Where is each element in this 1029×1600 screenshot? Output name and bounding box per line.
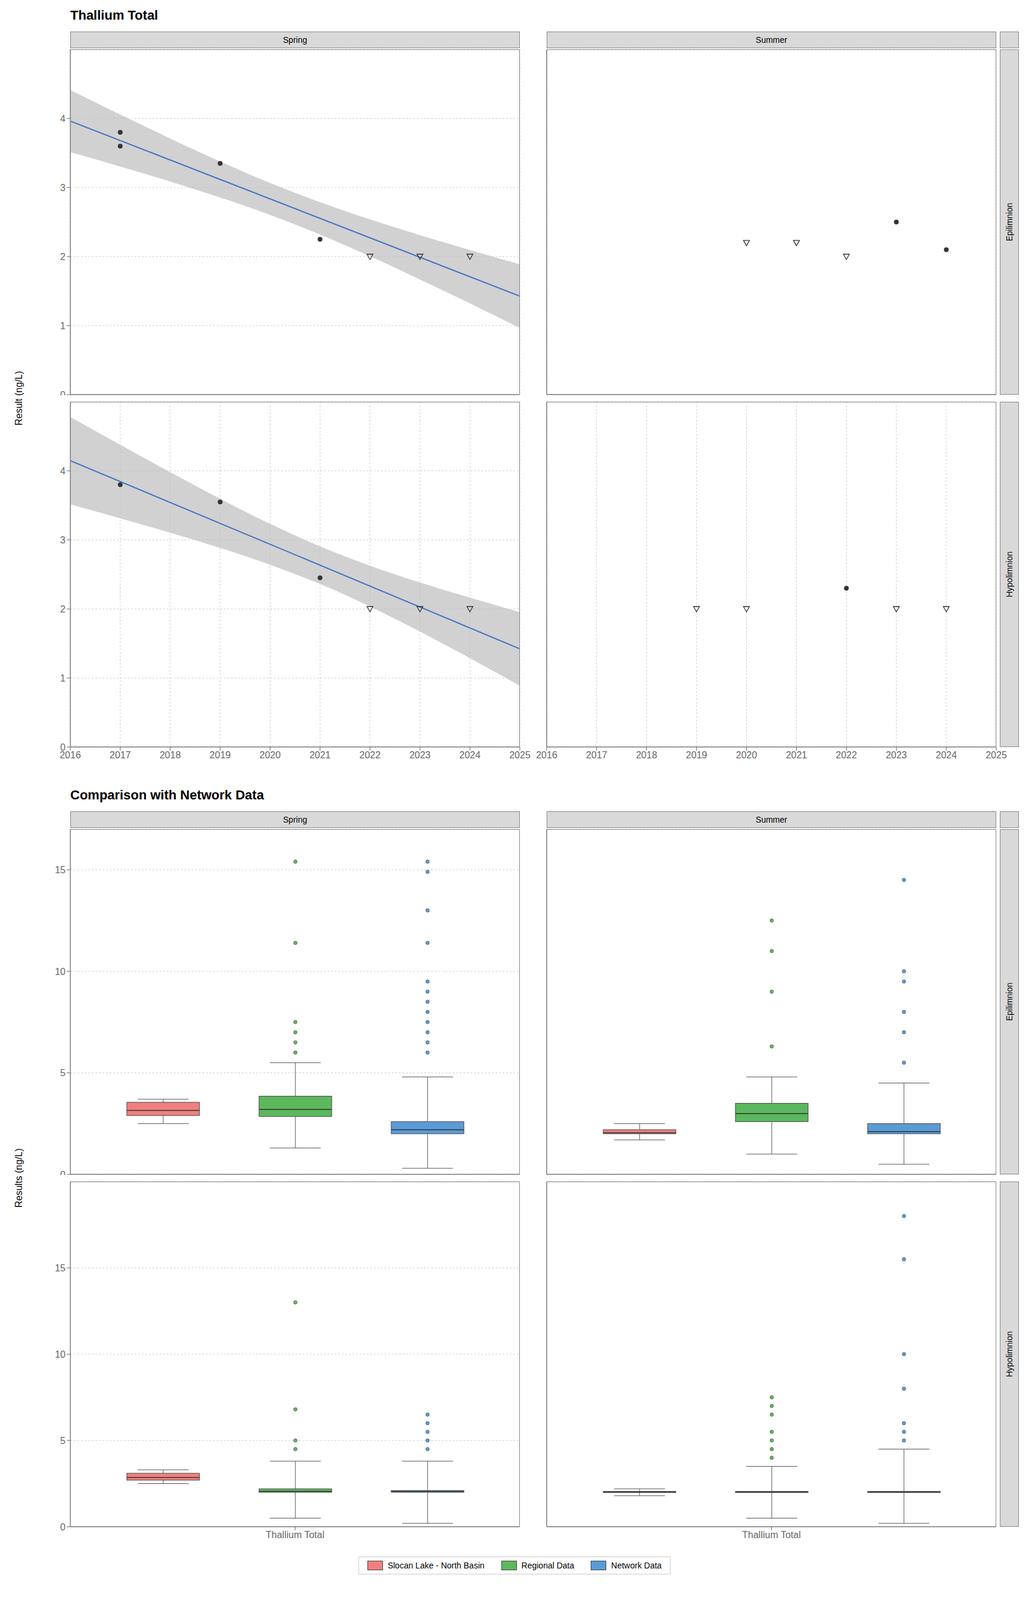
svg-text:15: 15 bbox=[54, 1263, 66, 1274]
html-text:Spring: Spring bbox=[283, 35, 308, 45]
html-text:Thallium Total: Thallium Total bbox=[70, 7, 159, 23]
html-text:Epilimnion: Epilimnion bbox=[1004, 202, 1015, 242]
html-text:Network Data: Network Data bbox=[611, 1561, 662, 1571]
html-text:Hypolimnion: Hypolimnion bbox=[1004, 551, 1015, 598]
svg-text:0: 0 bbox=[60, 1170, 66, 1176]
svg-text:2024: 2024 bbox=[935, 750, 957, 761]
svg-text:5: 5 bbox=[60, 1436, 66, 1447]
svg-text:3: 3 bbox=[60, 535, 66, 546]
svg-text:0: 0 bbox=[60, 390, 66, 396]
html-text:Results (ng/L): Results (ng/L) bbox=[13, 1148, 24, 1209]
svg-text:5: 5 bbox=[60, 1068, 66, 1079]
svg-text:10: 10 bbox=[54, 967, 66, 978]
svg-text:2016: 2016 bbox=[535, 750, 558, 761]
svg-text:2025: 2025 bbox=[985, 750, 1007, 761]
html-text:Result (ng/L): Result (ng/L) bbox=[13, 371, 24, 426]
svg-text:2019: 2019 bbox=[686, 750, 708, 761]
svg-text:10: 10 bbox=[54, 1349, 66, 1361]
svg-text:3: 3 bbox=[60, 182, 66, 193]
html-text:Hypolimnion: Hypolimnion bbox=[1004, 1331, 1015, 1378]
svg-text:Thallium Total: Thallium Total bbox=[741, 1530, 801, 1541]
svg-text:0: 0 bbox=[60, 1522, 66, 1533]
svg-text:2022: 2022 bbox=[359, 750, 382, 761]
svg-text:2024: 2024 bbox=[459, 750, 481, 761]
html-text:Comparison with Network Data: Comparison with Network Data bbox=[70, 787, 264, 803]
svg-text:2018: 2018 bbox=[159, 750, 182, 761]
svg-text:2: 2 bbox=[60, 604, 66, 615]
svg-text:0: 0 bbox=[60, 742, 66, 753]
svg-text:2021: 2021 bbox=[786, 750, 808, 761]
html-text:Slocan Lake - North Basin: Slocan Lake - North Basin bbox=[387, 1561, 485, 1571]
svg-text:2020: 2020 bbox=[259, 750, 282, 761]
svg-text:2017: 2017 bbox=[585, 750, 608, 761]
svg-text:2021: 2021 bbox=[309, 750, 332, 761]
svg-text:Thallium Total: Thallium Total bbox=[265, 1530, 324, 1541]
svg-text:2017: 2017 bbox=[109, 750, 132, 761]
html-text:Summer: Summer bbox=[755, 815, 788, 825]
svg-text:2025: 2025 bbox=[509, 750, 531, 761]
svg-text:2016: 2016 bbox=[59, 750, 81, 761]
html-text:Summer: Summer bbox=[755, 35, 788, 45]
svg-text:2022: 2022 bbox=[836, 750, 858, 761]
svg-text:2018: 2018 bbox=[635, 750, 658, 761]
html-text:Regional Data: Regional Data bbox=[521, 1561, 575, 1571]
svg-text:2023: 2023 bbox=[409, 750, 431, 761]
svg-text:15: 15 bbox=[54, 865, 66, 876]
svg-text:1: 1 bbox=[60, 673, 66, 684]
svg-text:2019: 2019 bbox=[209, 750, 232, 761]
svg-text:2023: 2023 bbox=[885, 750, 907, 761]
html-text:Spring: Spring bbox=[283, 815, 308, 825]
svg-text:1: 1 bbox=[60, 320, 66, 332]
svg-text:2: 2 bbox=[60, 251, 66, 263]
svg-text:2020: 2020 bbox=[736, 750, 758, 761]
svg-text:4: 4 bbox=[60, 113, 66, 124]
svg-text:4: 4 bbox=[60, 466, 66, 477]
html-text:Epilimnion: Epilimnion bbox=[1004, 982, 1015, 1022]
